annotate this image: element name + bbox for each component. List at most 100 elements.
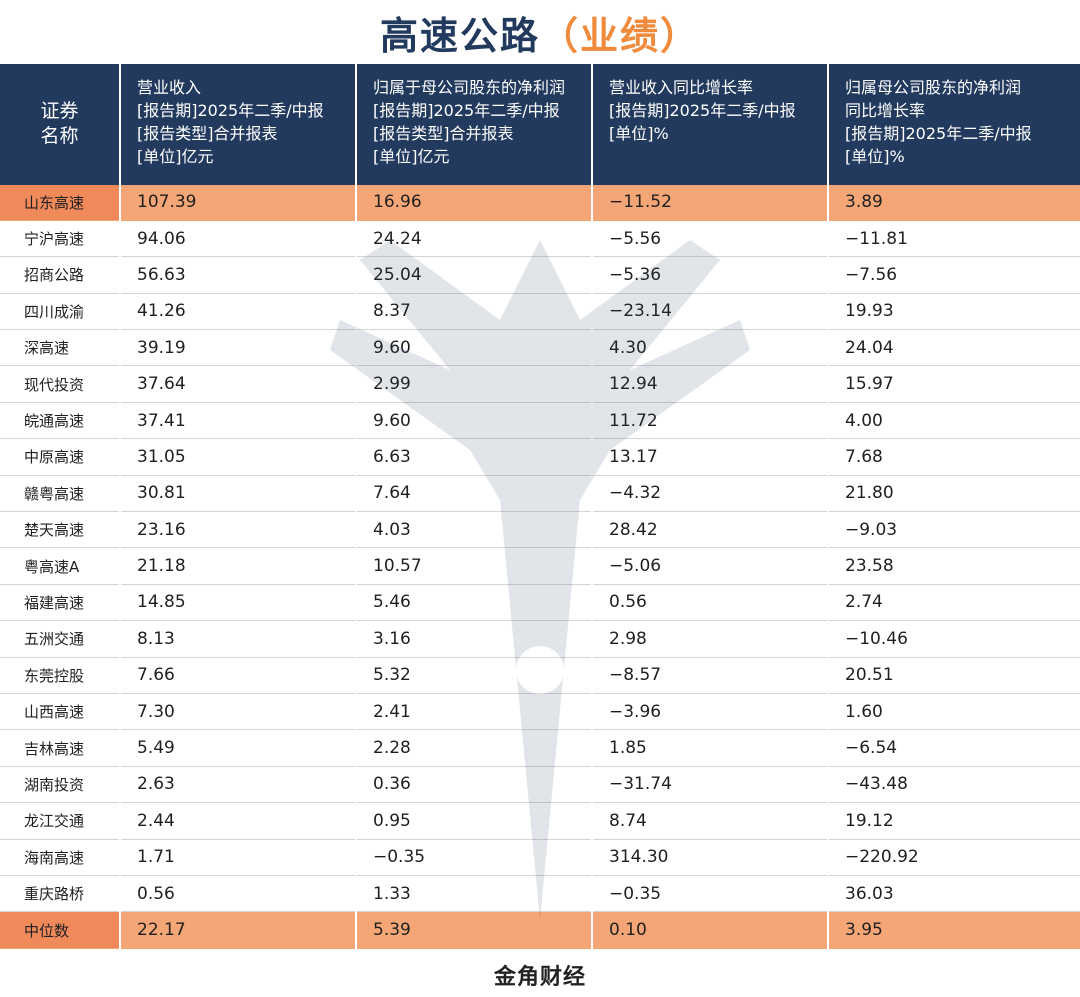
table-row: 中原高速 31.05 6.63 13.17 7.68 — [0, 438, 1080, 476]
cell-revenue-growth: 2.98 — [592, 620, 829, 658]
cell-profit-growth: 21.80 — [828, 475, 1080, 513]
cell-net-profit: 9.60 — [356, 402, 593, 440]
cell-revenue: 14.85 — [120, 584, 357, 622]
header-line: 营业收入同比增长率 — [609, 78, 754, 97]
title-sub: （业绩） — [540, 13, 701, 58]
table-row: 福建高速 14.85 5.46 0.56 2.74 — [0, 584, 1080, 622]
cell-name: 四川成渝 — [0, 293, 121, 331]
header-line: [单位]% — [609, 124, 669, 143]
header-line: [报告期]2025年二季/中报 — [845, 124, 1032, 143]
cell-revenue-growth: −11.52 — [592, 182, 829, 221]
cell-revenue-growth: 12.94 — [592, 365, 829, 403]
cell-net-profit: 5.39 — [356, 911, 593, 949]
header-profit-growth: 归属母公司股东的净利润 同比增长率 [报告期]2025年二季/中报 [单位]% — [828, 64, 1080, 184]
cell-name: 山西高速 — [0, 693, 121, 731]
cell-net-profit: 9.60 — [356, 329, 593, 367]
cell-revenue: 5.49 — [120, 729, 357, 767]
cell-profit-growth: 20.51 — [828, 657, 1080, 694]
cell-net-profit: 16.96 — [356, 182, 593, 221]
header-line: 归属母公司股东的净利润 — [845, 78, 1022, 97]
table-row: 皖通高速 37.41 9.60 11.72 4.00 — [0, 402, 1080, 440]
cell-revenue-growth: 0.56 — [592, 584, 829, 622]
header-line: [单位]亿元 — [373, 147, 450, 166]
table-row: 山东高速 107.39 16.96 −11.52 3.89 — [0, 182, 1080, 221]
cell-name: 皖通高速 — [0, 402, 121, 440]
cell-revenue: 31.05 — [120, 438, 357, 476]
performance-table: 证券 名称 营业收入 [报告期]2025年二季/中报 [报告类型]合并报表 [单位]亿元… — [0, 64, 1080, 949]
cell-profit-growth: 36.03 — [828, 875, 1080, 913]
header-line: [报告期]2025年二季/中报 — [137, 101, 324, 120]
cell-profit-growth: 24.04 — [828, 329, 1080, 367]
cell-profit-growth: −43.48 — [828, 766, 1080, 804]
table-row: 深高速 39.19 9.60 4.30 24.04 — [0, 329, 1080, 367]
cell-revenue: 94.06 — [120, 220, 357, 258]
table-row: 龙江交通 2.44 0.95 8.74 19.12 — [0, 802, 1080, 840]
cell-revenue-growth: −5.36 — [592, 256, 829, 294]
header-net-profit: 归属于母公司股东的净利润 [报告期]2025年二季/中报 [报告类型]合并报表 [单位… — [356, 64, 593, 184]
cell-profit-growth: −9.03 — [828, 511, 1080, 549]
cell-name: 山东高速 — [0, 182, 121, 221]
table-row: 宁沪高速 94.06 24.24 −5.56 −11.81 — [0, 220, 1080, 258]
cell-revenue-growth: −23.14 — [592, 293, 829, 331]
header-line: 营业收入 — [137, 78, 202, 97]
table-row: 湖南投资 2.63 0.36 −31.74 −43.48 — [0, 766, 1080, 804]
header-line: 归属于母公司股东的净利润 — [373, 78, 566, 97]
cell-net-profit: 0.95 — [356, 802, 593, 840]
cell-net-profit: −0.35 — [356, 839, 593, 876]
cell-name: 赣粤高速 — [0, 475, 121, 513]
table-row: 五洲交通 8.13 3.16 2.98 −10.46 — [0, 620, 1080, 658]
cell-name: 五洲交通 — [0, 620, 121, 658]
cell-profit-growth: 19.12 — [828, 802, 1080, 840]
table-body: 山东高速 107.39 16.96 −11.52 3.89 宁沪高速 94.06 24.24−… — [0, 182, 1080, 949]
cell-revenue: 37.41 — [120, 402, 357, 440]
cell-revenue: 1.71 — [120, 839, 357, 876]
cell-net-profit: 0.36 — [356, 766, 593, 804]
cell-revenue: 30.81 — [120, 475, 357, 513]
cell-name: 楚天高速 — [0, 511, 121, 549]
table-row: 东莞控股 7.66 5.32 −8.57 20.51 — [0, 657, 1080, 694]
cell-revenue-growth: −0.35 — [592, 875, 829, 913]
cell-name: 福建高速 — [0, 584, 121, 622]
table-row: 楚天高速 23.16 4.03 28.42 −9.03 — [0, 511, 1080, 549]
cell-profit-growth: 3.89 — [828, 182, 1080, 221]
header-line: 名称 — [40, 124, 79, 147]
cell-revenue-growth: 13.17 — [592, 438, 829, 476]
header-line: [报告期]2025年二季/中报 — [373, 101, 560, 120]
cell-revenue-growth: −4.32 — [592, 475, 829, 513]
cell-revenue: 56.63 — [120, 256, 357, 294]
cell-profit-growth: 1.60 — [828, 693, 1080, 731]
table-row: 赣粤高速 30.81 7.64 −4.32 21.80 — [0, 475, 1080, 513]
cell-profit-growth: 2.74 — [828, 584, 1080, 622]
cell-revenue-growth: 8.74 — [592, 802, 829, 840]
cell-profit-growth: 4.00 — [828, 402, 1080, 440]
cell-name: 海南高速 — [0, 839, 121, 876]
cell-profit-growth: −10.46 — [828, 620, 1080, 658]
cell-revenue: 41.26 — [120, 293, 357, 331]
cell-net-profit: 2.99 — [356, 365, 593, 403]
header-revenue: 营业收入 [报告期]2025年二季/中报 [报告类型]合并报表 [单位]亿元 — [120, 64, 357, 184]
header-name: 证券 名称 — [0, 64, 121, 184]
cell-revenue-growth: 314.30 — [592, 839, 829, 876]
table-row: 山西高速 7.30 2.41 −3.96 1.60 — [0, 693, 1080, 731]
table-row: 招商公路 56.63 25.04 −5.36 −7.56 — [0, 256, 1080, 294]
cell-net-profit: 10.57 — [356, 547, 593, 585]
cell-revenue: 2.44 — [120, 802, 357, 840]
cell-profit-growth: −6.54 — [828, 729, 1080, 767]
cell-net-profit: 3.16 — [356, 620, 593, 658]
table-row: 中位数 22.17 5.39 0.10 3.95 — [0, 911, 1080, 949]
cell-revenue: 39.19 — [120, 329, 357, 367]
cell-net-profit: 1.33 — [356, 875, 593, 913]
cell-revenue-growth: 1.85 — [592, 729, 829, 767]
cell-revenue-growth: −8.57 — [592, 657, 829, 694]
title-main: 高速公路 — [379, 13, 540, 58]
cell-name: 现代投资 — [0, 365, 121, 403]
cell-revenue-growth: −5.06 — [592, 547, 829, 585]
cell-profit-growth: 3.95 — [828, 911, 1080, 949]
cell-profit-growth: −11.81 — [828, 220, 1080, 258]
cell-name: 吉林高速 — [0, 729, 121, 767]
cell-name: 深高速 — [0, 329, 121, 367]
cell-net-profit: 6.63 — [356, 438, 593, 476]
table-header-row: 证券 名称 营业收入 [报告期]2025年二季/中报 [报告类型]合并报表 [单位]亿元… — [0, 64, 1080, 184]
cell-net-profit: 2.41 — [356, 693, 593, 731]
header-revenue-growth: 营业收入同比增长率 [报告期]2025年二季/中报 [单位]% — [592, 64, 829, 184]
